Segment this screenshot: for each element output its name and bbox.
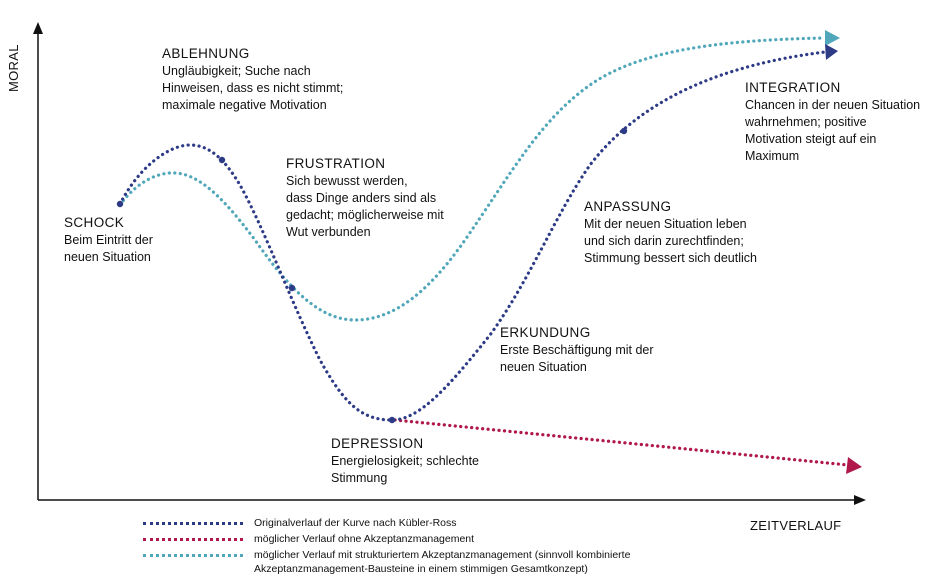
marker-anpassung — [620, 127, 628, 135]
marker-depression — [388, 416, 396, 424]
y-axis-label: MORAL — [6, 44, 21, 92]
phase-description: Ungläubigkeit; Suche nach Hinweisen, das… — [162, 64, 344, 112]
phase-markers — [116, 127, 628, 424]
phase-description: Chancen in der neuen Situation wahrnehme… — [745, 98, 921, 163]
marker-ablehnung — [218, 156, 226, 164]
legend-label: Originalverlauf der Kurve nach Kübler-Ro… — [254, 517, 457, 529]
phase-title: ERKUNDUNG — [500, 325, 591, 340]
curve-with-management — [118, 36, 827, 322]
phase-description: Beim Eintritt der neuen Situation — [64, 233, 153, 264]
phase-anpassung: ANPASSUNG Mit der neuen Situation leben … — [584, 198, 804, 267]
phase-title: ANPASSUNG — [584, 199, 672, 214]
curve-without-management-arrow — [846, 457, 862, 474]
phase-erkundung: ERKUNDUNG Erste Beschäftigung mit der ne… — [500, 324, 700, 376]
marker-frustration — [288, 284, 296, 292]
axes — [33, 22, 866, 505]
phase-description: Mit der neuen Situation leben und sich d… — [584, 217, 757, 265]
legend-item-with-management: möglicher Verlauf mit strukturiertem Akz… — [143, 548, 703, 578]
phase-title: FRUSTRATION — [286, 156, 386, 171]
curve-with-management-arrow — [825, 30, 840, 46]
legend-item-original: Originalverlauf der Kurve nach Kübler-Ro… — [143, 516, 703, 531]
marker-schock — [116, 200, 124, 208]
phase-schock: SCHOCK Beim Eintritt der neuen Situation — [64, 214, 194, 266]
legend-label: möglicher Verlauf ohne Akzeptanzmanageme… — [254, 533, 475, 545]
y-axis-arrow — [33, 22, 43, 34]
curve-without-management — [393, 418, 850, 467]
phase-title: ABLEHNUNG — [162, 46, 250, 61]
curve-original-kuebler-ross — [118, 50, 827, 422]
phase-description: Sich bewusst werden, dass Dinge anders s… — [286, 174, 444, 239]
phase-depression: DEPRESSION Energielosigkeit; schlechte S… — [331, 435, 531, 487]
curve-original-arrow — [825, 44, 838, 60]
phase-description: Energielosigkeit; schlechte Stimmung — [331, 454, 479, 485]
x-axis-arrow — [854, 495, 866, 505]
x-axis-label: ZEITVERLAUF — [750, 518, 842, 533]
legend: Originalverlauf der Kurve nach Kübler-Ro… — [143, 516, 703, 579]
phase-title: SCHOCK — [64, 215, 125, 230]
phase-title: DEPRESSION — [331, 436, 424, 451]
phase-integration: INTEGRATION Chancen in der neuen Situati… — [745, 79, 925, 165]
phase-title: INTEGRATION — [745, 80, 841, 95]
legend-swatch — [143, 522, 243, 525]
phase-frustration: FRUSTRATION Sich bewusst werden, dass Di… — [286, 155, 476, 241]
legend-swatch — [143, 554, 243, 557]
phase-description: Erste Beschäftigung mit der neuen Situat… — [500, 343, 654, 374]
legend-swatch — [143, 538, 243, 541]
legend-label: möglicher Verlauf mit strukturiertem Akz… — [254, 549, 631, 575]
legend-item-without-management: möglicher Verlauf ohne Akzeptanzmanageme… — [143, 532, 703, 547]
phase-ablehnung: ABLEHNUNG Ungläubigkeit; Suche nach Hinw… — [162, 45, 372, 114]
